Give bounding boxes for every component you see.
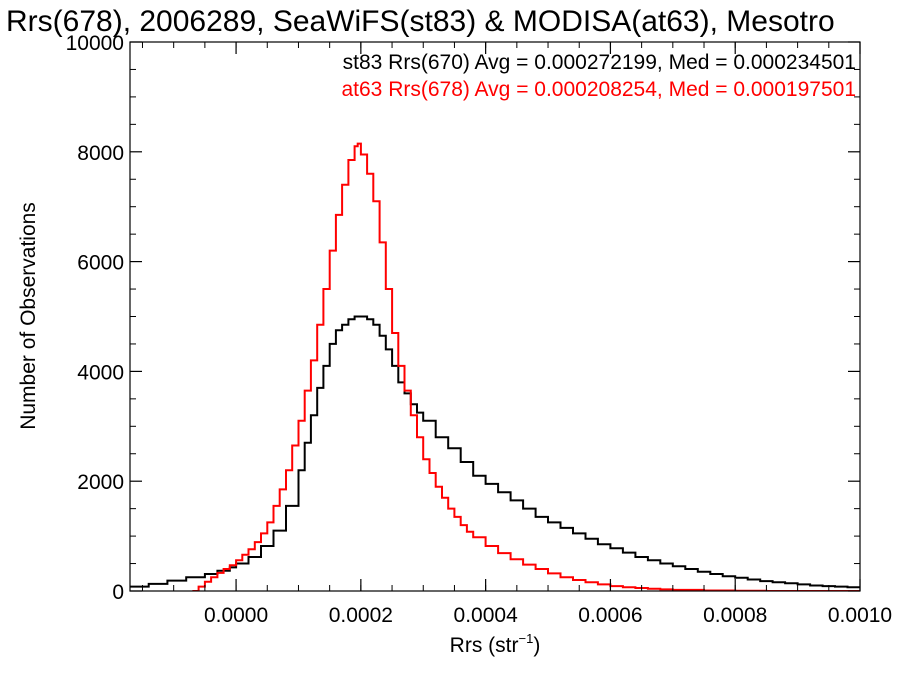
- legend-entry-at63: at63 Rrs(678) Avg = 0.000208254, Med = 0…: [341, 78, 856, 101]
- y-tick-label: 2000: [77, 471, 124, 494]
- series-line-at63: [192, 142, 860, 591]
- y-tick-label: 10000: [66, 32, 124, 55]
- y-tick-label: 6000: [77, 252, 124, 275]
- x-axis-label-main: Rrs (str: [450, 634, 519, 657]
- y-tick-label: 8000: [77, 142, 124, 165]
- y-axis: 0 2000 4000 6000 8000 10000: [66, 32, 860, 604]
- x-axis-label: Rrs (str−1): [450, 631, 541, 657]
- y-axis-label: Number of Observations: [17, 202, 40, 430]
- plot-frame: [129, 41, 861, 592]
- series-layer: [130, 142, 860, 591]
- x-tick-label: 0.0002: [329, 604, 393, 627]
- x-tick-label: 0.0006: [578, 604, 642, 627]
- x-tick-label: 0.0010: [828, 604, 892, 627]
- x-tick-label: 0.0008: [703, 604, 767, 627]
- y-tick-label: 4000: [77, 361, 124, 384]
- y-tick-label: 0: [112, 581, 124, 604]
- x-axis-label-close: ): [533, 634, 540, 657]
- x-tick-label: 0.0000: [204, 604, 268, 627]
- series-line-st83: [130, 315, 860, 589]
- chart-title: Rrs(678), 2006289, SeaWiFS(st83) & MODIS…: [6, 5, 835, 38]
- x-axis: 0.0000 0.0002 0.0004 0.0006 0.0008 0.0010: [141, 42, 892, 627]
- legend-entry-st83: st83 Rrs(670) Avg = 0.000272199, Med = 0…: [343, 51, 856, 74]
- x-tick-label: 0.0004: [454, 604, 519, 627]
- x-axis-label-sup: −1: [519, 631, 534, 646]
